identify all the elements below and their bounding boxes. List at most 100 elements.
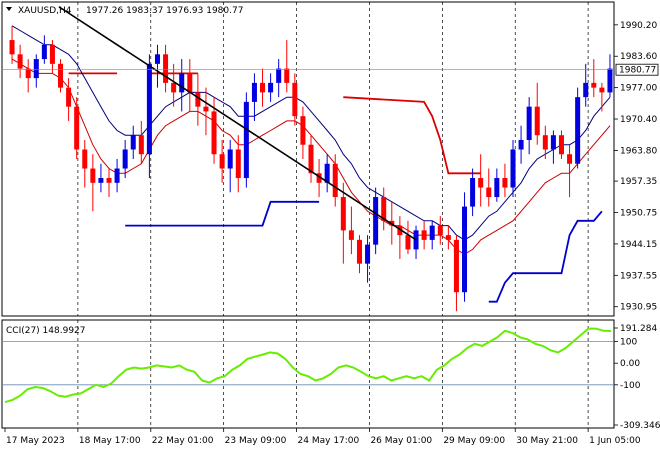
price-panel[interactable] — [1, 1, 615, 317]
candle-body[interactable] — [348, 230, 354, 240]
y-tick-label: 1963.80 — [620, 146, 657, 156]
candle-body[interactable] — [494, 178, 500, 198]
candle-body[interactable] — [98, 178, 104, 183]
candle-body[interactable] — [462, 206, 468, 293]
y-tick-label: 1970.40 — [620, 115, 657, 125]
candle-body[interactable] — [292, 82, 298, 117]
candle-body[interactable] — [49, 44, 55, 64]
x-tick-label: 26 May 01:00 — [370, 436, 432, 446]
candle-body[interactable] — [470, 178, 476, 207]
candle-body[interactable] — [591, 82, 597, 88]
candle-body[interactable] — [356, 239, 362, 264]
candle-body[interactable] — [599, 87, 605, 93]
y-tick-label: 1990.20 — [620, 21, 657, 31]
candle-body[interactable] — [195, 92, 201, 107]
candle-body[interactable] — [518, 139, 524, 150]
candle-body[interactable] — [146, 63, 152, 155]
candle-body[interactable] — [276, 68, 282, 83]
candle-body[interactable] — [106, 178, 112, 183]
candle-body[interactable] — [33, 59, 39, 79]
candle-body[interactable] — [437, 225, 443, 236]
candle-body[interactable] — [365, 244, 371, 264]
x-tick-label: 23 May 09:00 — [225, 436, 287, 446]
x-tick-label: 1 Jun 05:00 — [589, 436, 641, 446]
candle-body[interactable] — [421, 230, 427, 240]
candle-body[interactable] — [316, 173, 322, 183]
symbol-label: XAUUSD,H4 — [18, 6, 72, 16]
candle-body[interactable] — [25, 68, 31, 79]
candle-body[interactable] — [534, 106, 540, 136]
candle-body[interactable] — [284, 68, 290, 83]
chart-header: XAUUSD,H4 1977.26 1983.37 1976.93 1980.7… — [6, 6, 243, 16]
cci-panel[interactable] — [1, 319, 615, 429]
candle-body[interactable] — [179, 73, 185, 93]
candle-body[interactable] — [502, 178, 508, 188]
cci-tick-label: -309.3466 — [620, 421, 660, 431]
candle-body[interactable] — [122, 149, 128, 169]
candle-body[interactable] — [340, 197, 346, 231]
candle-body[interactable] — [542, 135, 548, 150]
candle-body[interactable] — [235, 149, 241, 179]
collapse-triangle-icon[interactable] — [6, 7, 12, 11]
candle-body[interactable] — [138, 135, 144, 155]
candle-body[interactable] — [373, 197, 379, 245]
candle-body[interactable] — [227, 149, 233, 169]
candles[interactable] — [9, 25, 613, 312]
candle-body[interactable] — [332, 163, 338, 198]
candle-body[interactable] — [203, 106, 209, 112]
candle-body[interactable] — [510, 149, 516, 188]
candle-body[interactable] — [130, 135, 136, 150]
cci-tick-label: -100 — [620, 381, 641, 391]
candle-body[interactable] — [251, 82, 257, 102]
x-tick-label: 22 May 01:00 — [152, 436, 214, 446]
candle-body[interactable] — [260, 82, 266, 93]
candle-body[interactable] — [300, 116, 306, 145]
x-tick-label: 18 May 17:00 — [79, 436, 141, 446]
candle-body[interactable] — [445, 235, 451, 240]
candle-body[interactable] — [526, 106, 532, 140]
candle-body[interactable] — [163, 54, 169, 83]
candle-body[interactable] — [17, 54, 23, 69]
trendline-group[interactable] — [58, 6, 417, 241]
candle-body[interactable] — [74, 106, 80, 150]
candle-body[interactable] — [397, 225, 403, 236]
candle-body[interactable] — [550, 135, 556, 150]
candle-body[interactable] — [219, 154, 225, 169]
candle-body[interactable] — [171, 82, 177, 93]
candle-body[interactable] — [243, 101, 249, 179]
candle-body[interactable] — [429, 225, 435, 240]
candle-body[interactable] — [308, 144, 314, 174]
support-step-line — [125, 200, 320, 227]
cci-line — [4, 327, 612, 404]
candle-body[interactable] — [268, 82, 274, 93]
candle-body[interactable] — [66, 87, 72, 107]
moving-averages — [11, 25, 611, 255]
candle-body[interactable] — [154, 54, 160, 64]
candle-body[interactable] — [583, 82, 589, 98]
time-axis: 17 May 2023 18 May 17:00 22 May 01:00 23 Ma… — [4, 428, 641, 446]
candle-body[interactable] — [82, 149, 88, 169]
candle-body[interactable] — [486, 187, 492, 198]
support-step-line — [488, 210, 603, 303]
candle-body[interactable] — [558, 135, 564, 155]
candle-body[interactable] — [607, 68, 613, 93]
cci-axis: 191.284 100 0.00 -100 -309.3466 — [2, 324, 660, 431]
candle-body[interactable] — [41, 44, 47, 60]
candle-body[interactable] — [453, 239, 459, 293]
candle-body[interactable] — [575, 97, 581, 164]
candle-body[interactable] — [478, 178, 484, 188]
y-tick-label: 1937.55 — [620, 271, 657, 281]
candle-body[interactable] — [187, 73, 193, 93]
candle-body[interactable] — [567, 154, 573, 164]
trendline[interactable] — [58, 6, 417, 241]
candle-body[interactable] — [9, 40, 15, 55]
candle-body[interactable] — [381, 197, 387, 221]
y-tick-label: 1950.75 — [620, 209, 657, 219]
candle-body[interactable] — [114, 168, 120, 183]
candle-body[interactable] — [324, 163, 330, 183]
candle-body[interactable] — [58, 63, 64, 88]
candle-body[interactable] — [90, 168, 96, 183]
candle-body[interactable] — [211, 111, 217, 155]
candle-body[interactable] — [405, 235, 411, 250]
